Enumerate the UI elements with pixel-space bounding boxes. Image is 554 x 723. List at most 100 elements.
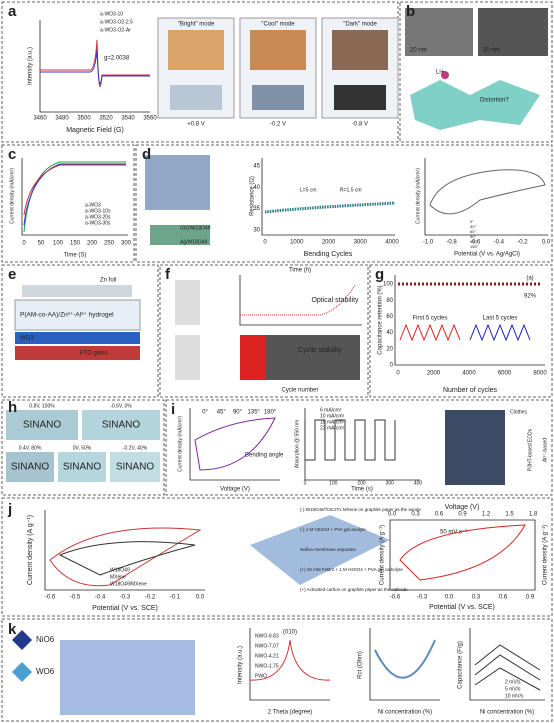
label: Ag/W18O49 [180, 239, 207, 245]
tick-label: 1.2 [482, 512, 491, 518]
axis-label: Intensity (a.u.) [28, 47, 34, 85]
panel-letter: i [171, 401, 175, 418]
tick-label: 200 [357, 480, 366, 486]
device-label: (-) 1 M H2SO4 + PVA gel anolyte [300, 527, 366, 532]
tick-label: 400 [414, 480, 423, 486]
axis-label: Ni concentration (%) [480, 710, 534, 716]
legend-entry: a-WO3-30s [85, 220, 111, 226]
tick-label: 20 [386, 346, 393, 352]
label: Potential (V vs. SCE) [429, 604, 495, 611]
legend-entry: MXene [110, 574, 126, 580]
device-label: (+) Activated carbon on graphite paper a… [300, 587, 408, 592]
tick-label: -0.6 [470, 240, 481, 246]
tick-label: -0.8 [446, 240, 457, 246]
label: FTO glass [80, 351, 108, 357]
axis-label: Absorption @ 550 nm [294, 420, 300, 468]
axis-label: Current density (A g⁻¹) [27, 515, 34, 585]
device-label: Nafion membrane separator [300, 547, 357, 552]
axis-label: Time (s) [351, 487, 373, 493]
device-text: SINANO [11, 462, 50, 473]
tick-label: -0.4 [494, 240, 505, 246]
tick-label: -0.2 [145, 595, 156, 601]
tick-label: 8000 [533, 371, 547, 377]
tick-label: -0.3 [417, 595, 428, 601]
label: L=5 cm [300, 187, 317, 193]
tick-label: 0.0 [388, 512, 397, 518]
tick-label: 35 [253, 206, 260, 212]
label: Al³⁺-based [542, 438, 548, 462]
label: P(AM-co-AA)/Zn²⁺-Al³⁺ hydrogel [20, 312, 114, 319]
tick-label: 0 [263, 240, 267, 246]
label: WO6 [36, 667, 55, 676]
tick-label: 3480 [55, 116, 69, 122]
label: R=1.5 cm [340, 187, 362, 193]
axis-label: Capacitance retention (%) [378, 285, 384, 354]
label: Last 5 cycles [483, 316, 518, 322]
device-label: (+) 40 mM FeBr2 + 1 M H2SO4 + PVA gel ca… [300, 567, 403, 572]
tick-label: -1.0 [423, 240, 434, 246]
axis-label: Current density (mA/cm²) [415, 168, 421, 224]
tick-label: 0.0 [445, 595, 454, 601]
tick-label: 3500 [77, 116, 91, 122]
legend-entry: NWO-7.07 [255, 643, 279, 649]
label: 20 nm [483, 48, 500, 54]
tick-label: 0.9 [458, 512, 467, 518]
legend-entry: 6 mA/cm² [320, 407, 342, 413]
tick-label: -0.2 [517, 240, 528, 246]
panel-letter: a [8, 3, 17, 20]
panel-letter: j [7, 501, 12, 518]
legend-entry: 30° [470, 224, 476, 229]
axis-label: Time (S) [64, 253, 87, 259]
tick-label: 3460 [33, 116, 47, 122]
legend-entry: 90° [233, 410, 243, 416]
tick-label: -0.1 [170, 595, 181, 601]
axis-label: Bending Cycles [304, 251, 353, 258]
legend-entry: 18 mA/cm² [320, 419, 345, 425]
panel-letter: f [165, 266, 171, 283]
tick-label: 0.3 [411, 512, 420, 518]
tick-label: 1.8 [529, 512, 538, 518]
tick-label: 3000 [354, 240, 368, 246]
label: -0.2V, 40% [123, 445, 148, 451]
axis-label: Current density (mA/cm²) [177, 416, 183, 472]
panel-letter: k [8, 621, 17, 638]
label: Current density (A g⁻¹) [543, 525, 549, 585]
legend-entry: 60° [470, 229, 476, 234]
panel-letter: d [142, 146, 151, 163]
legend-entry: 5 mV/s [505, 686, 521, 692]
tick-label: 1.5 [505, 512, 514, 518]
label: Cycle number [281, 388, 318, 394]
device-text: SINANO [116, 462, 155, 473]
legend-entry: NWO-4.21 [255, 653, 279, 659]
label: NiO6 [36, 635, 55, 644]
axis-label: Ni concentration (%) [378, 710, 432, 716]
panel-letter: g [375, 266, 384, 283]
legend-entry: 120° [470, 239, 479, 244]
label: Optical stability [311, 297, 359, 304]
tick-label: 1000 [290, 240, 304, 246]
legend-entry: a-WO3-O2-2.5 [100, 19, 133, 25]
tick-label: 300 [121, 241, 132, 247]
label: Cyclic stability [298, 347, 342, 354]
legend-entry: PWO [255, 673, 267, 679]
tick-label: 80 [386, 298, 393, 304]
tick-label: 40 [386, 330, 393, 336]
label: Voltage (V) [445, 504, 480, 511]
label: (a) [526, 276, 533, 282]
label: 0V, 50% [73, 445, 92, 451]
legend-entry: 150° [470, 244, 479, 249]
tick-label: 100 [383, 282, 394, 288]
axis-label: Magnetic Field (G) [66, 127, 124, 134]
tick-label: -0.4 [95, 595, 106, 601]
tick-label: 3540 [121, 116, 135, 122]
legend-entry: a-WO3-10s [85, 208, 111, 214]
axis-label: Current density (mA/cm²) [9, 168, 15, 224]
panel-letter: h [8, 399, 17, 416]
tick-label: 6000 [498, 371, 512, 377]
legend-entry: a-WO3-10 [100, 11, 123, 17]
tick-label: 2000 [322, 240, 336, 246]
tick-label: 0.6 [435, 512, 444, 518]
legend-entry: NWO-9.83 [255, 633, 279, 639]
